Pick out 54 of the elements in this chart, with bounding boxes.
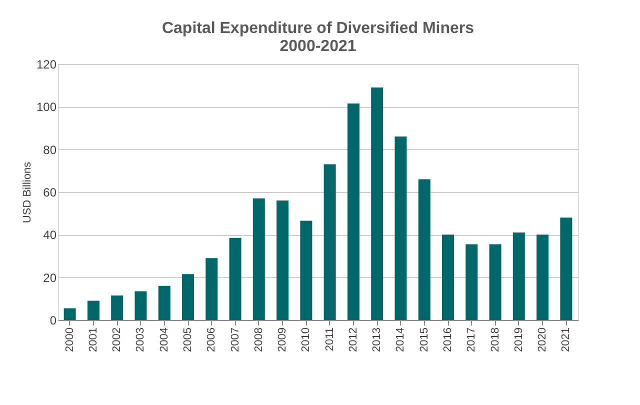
x-tick-label: 2004	[158, 328, 170, 352]
x-tick-label: 2015	[418, 328, 430, 352]
x-tick-label: 2014	[394, 328, 407, 352]
bar	[134, 291, 147, 320]
bar	[394, 136, 407, 320]
bar	[466, 244, 478, 320]
y-tick-label: 80	[43, 142, 57, 157]
bar	[371, 87, 384, 320]
bar	[536, 234, 549, 320]
bar	[111, 295, 124, 320]
bar	[276, 200, 289, 320]
bar	[64, 308, 76, 320]
x-tick-label: 2021	[560, 328, 572, 352]
x-tick-label: 2002	[111, 328, 124, 352]
bar	[489, 244, 502, 320]
bar	[347, 103, 360, 320]
y-axis-title: USD Billions	[21, 161, 34, 224]
bar	[560, 218, 572, 320]
x-tick-label: 2020	[536, 328, 549, 352]
x-tick-label: 2011	[324, 328, 336, 352]
y-tick-label: 60	[43, 186, 57, 200]
bar	[182, 274, 194, 320]
bar	[300, 220, 312, 320]
y-tick-label: 40	[43, 228, 57, 242]
bar	[229, 238, 242, 320]
x-tick-label: 2019	[512, 328, 525, 352]
x-tick-label: 2013	[371, 328, 384, 352]
y-tick-label: 0	[50, 314, 57, 328]
bar	[418, 179, 430, 320]
bar	[87, 300, 100, 320]
x-tick-label: 2012	[347, 328, 360, 352]
bar	[324, 164, 336, 320]
x-tick-label: 2017	[466, 328, 478, 352]
x-tick-label: 2001	[87, 328, 100, 352]
x-tick-label: 2007	[229, 328, 242, 352]
bar	[158, 286, 170, 320]
y-tick-label: 100	[36, 100, 57, 114]
x-tick-label: 2005	[182, 328, 194, 352]
y-tick-label: 120	[36, 58, 57, 72]
x-tick-label: 2009	[276, 328, 289, 352]
bar	[252, 198, 265, 320]
x-tick-label: 2018	[489, 328, 502, 352]
x-tick-label: 2008	[252, 328, 265, 352]
x-tick-label: 2003	[134, 328, 147, 352]
bar	[442, 234, 454, 320]
text: 2000-2021	[280, 38, 356, 55]
bar	[206, 258, 218, 320]
x-tick-label: 2000	[64, 328, 76, 352]
x-tick-label: 2016	[442, 328, 454, 352]
x-tick-label: 2010	[300, 328, 312, 352]
text: Capital Expenditure of Diversified Miners	[162, 20, 474, 37]
y-tick-label: 20	[43, 270, 57, 285]
bar	[512, 232, 525, 320]
x-tick-label: 2006	[206, 328, 218, 352]
